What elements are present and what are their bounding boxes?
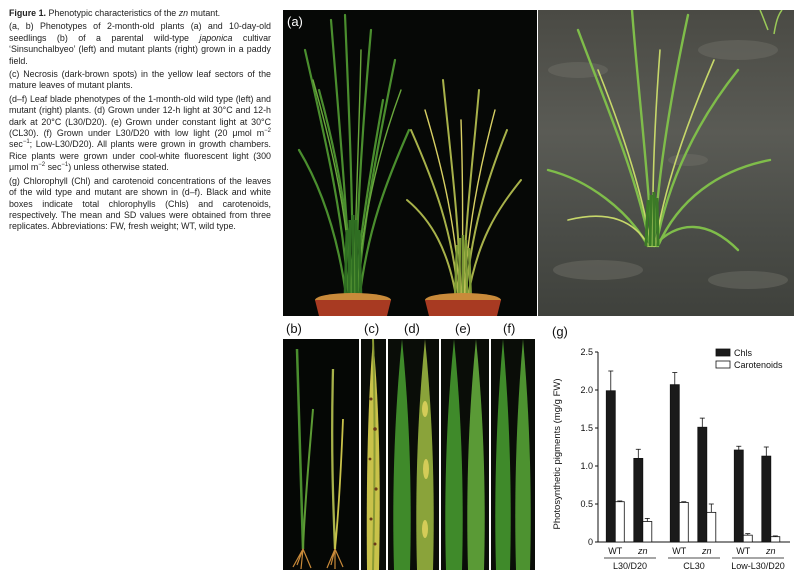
necrotic-leaf-image	[366, 339, 380, 570]
caption-df-sup3: −2	[38, 162, 46, 169]
x-tick-label: zn	[765, 546, 776, 556]
group-label: CL30	[683, 561, 705, 571]
y-tick-label: 1.5	[580, 423, 593, 433]
legend-label: Carotenoids	[734, 360, 783, 370]
caption-title-text: Phenotypic characteristics of the	[48, 8, 177, 18]
chls-bar	[605, 390, 616, 543]
carotenoids-bar	[678, 502, 689, 543]
pigment-bar-chart: (g) Photosynthetic pigments (mg/g FW) 00…	[552, 324, 790, 571]
y-tick-label: 0	[588, 537, 593, 547]
chart-legend: Chls Carotenoids	[715, 348, 783, 370]
panel-e-leaf-blades-photo	[441, 339, 489, 570]
group-label: Low-L30/D20	[731, 561, 785, 571]
x-axis-labels: WT zn WT zn WT zn L30/D20 CL30 Low-L30/D20	[604, 546, 785, 571]
panel-c-necrotic-leaf-photo	[361, 339, 386, 570]
y-axis-ticks: 0 0.5 1.0 1.5 2.0 2.5	[580, 347, 598, 547]
legend-swatch-carotenoids	[715, 360, 731, 369]
panel-f-leaf-blades-photo	[491, 339, 535, 570]
caption-df-part1: (d–f) Leaf blade phenotypes of the 1-mon…	[9, 93, 271, 139]
caption-df-sup4: −1	[61, 162, 69, 169]
panel-c-label: (c)	[364, 321, 380, 336]
caption-ab-part1: (a, b) Phenotypes of 2-month-old plants …	[9, 21, 271, 43]
legend-swatch-chls	[715, 348, 731, 357]
panel-b-seedlings-photo	[283, 339, 359, 570]
y-tick-label: 1.0	[580, 461, 593, 471]
pot-left-icon	[315, 300, 391, 316]
caption-df-sup2: −1	[22, 139, 30, 146]
panel-b-label: (b)	[286, 321, 302, 336]
leaf-blades-l30d20-image	[393, 339, 434, 570]
y-axis-label: Photosynthetic pigments (mg/g FW)	[552, 379, 563, 530]
panel-e-label: (e)	[455, 321, 471, 336]
caption-df-part4: sec	[45, 162, 62, 173]
panel-a-paddy-field-photo	[538, 10, 794, 316]
caption-df-part5: ) unless otherwise stated.	[68, 162, 169, 173]
caption-title: Figure 1. Phenotypic characteristics of …	[9, 8, 271, 19]
panel-a-label: (a)	[287, 14, 303, 29]
caption-c: (c) Necrosis (dark-brown spots) in the y…	[9, 69, 271, 91]
leaf-blades-cl30-image	[445, 339, 485, 570]
caption-df-part3: ; Low-L30/D20). All plants were grown in…	[9, 139, 271, 173]
x-tick-label: WT	[736, 546, 750, 556]
figure-caption: Figure 1. Phenotypic characteristics of …	[9, 8, 271, 235]
legend-label: Chls	[734, 348, 753, 358]
y-tick-label: 0.5	[580, 499, 593, 509]
caption-g: (g) Chlorophyll (Chl) and carotenoid con…	[9, 175, 271, 232]
x-tick-label: WT	[672, 546, 686, 556]
panel-g-label: (g)	[552, 324, 568, 339]
group-label: L30/D20	[613, 561, 647, 571]
caption-title-end: mutant.	[190, 8, 221, 18]
panel-d-leaf-blades-photo	[388, 339, 439, 570]
carotenoids-bar	[742, 534, 753, 543]
carotenoids-bar	[706, 511, 717, 543]
chart-bars	[605, 370, 781, 543]
caption-df-part2: sec	[9, 139, 23, 150]
chls-bar	[733, 449, 744, 543]
figure-label: Figure 1.	[9, 8, 46, 18]
chls-bar	[669, 384, 680, 543]
pot-right-icon	[425, 300, 501, 316]
carotenoids-bar	[614, 501, 625, 543]
x-tick-label: WT	[608, 546, 622, 556]
panel-a-potted-plants-photo: (a)	[283, 10, 537, 316]
caption-df: (d–f) Leaf blade phenotypes of the 1-mon…	[9, 94, 271, 174]
chls-bar	[697, 426, 708, 543]
paddy-field-plant-image	[546, 10, 788, 289]
chls-bar	[633, 457, 644, 543]
chls-bar	[761, 455, 772, 543]
seedlings-image	[292, 348, 344, 570]
x-tick-label: zn	[637, 546, 648, 556]
y-tick-label: 2.0	[580, 385, 593, 395]
y-tick-label: 2.5	[580, 347, 593, 357]
panel-d-label: (d)	[404, 321, 420, 336]
caption-ab: (a, b) Phenotypes of 2-month-old plants …	[9, 21, 271, 67]
carotenoids-bar	[642, 521, 653, 543]
caption-ab-part2: cultivar ‘Sinsunchalbyeo’ (left) and mut…	[9, 32, 271, 66]
carotenoids-bar	[770, 536, 781, 543]
leaf-blades-low-light-image	[495, 339, 531, 570]
potted-rice-plants-image	[297, 13, 522, 316]
chart-axes	[597, 352, 790, 543]
caption-ab-italic: japonica	[199, 32, 233, 43]
caption-title-italic: zn	[178, 8, 189, 18]
caption-df-sup1: −2	[264, 128, 271, 135]
panel-f-label: (f)	[503, 321, 516, 336]
x-tick-label: zn	[701, 546, 712, 556]
